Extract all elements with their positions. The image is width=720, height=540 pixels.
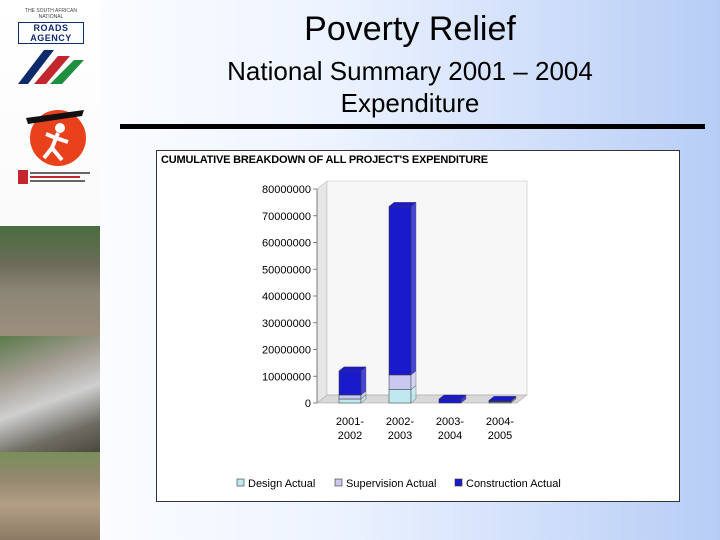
legend-swatch <box>236 478 245 487</box>
bar-segment <box>388 206 412 376</box>
bar-top-face <box>438 394 467 400</box>
bar-top-face <box>488 396 517 401</box>
y-tick-label: 20000000 <box>262 345 311 357</box>
road-photo-2 <box>0 452 100 540</box>
bar-chart: 0 10000000 20000000 30000000 40000000 5000000… <box>236 180 561 490</box>
sanral-logo: THE SOUTH AFRICAN NATIONAL ROADS AGENCY <box>14 8 88 84</box>
y-tick-label: 80000000 <box>262 184 311 196</box>
y-tick-label: 30000000 <box>262 318 311 330</box>
logo-small-text: THE SOUTH AFRICAN NATIONAL <box>25 8 77 20</box>
bar-segment <box>488 400 512 402</box>
logo-graphic-icon <box>18 50 84 84</box>
bar-segment-side <box>410 201 417 376</box>
divider <box>120 124 705 129</box>
legend-swatch <box>334 478 343 487</box>
road-photo-1 <box>0 226 100 336</box>
partner-logos <box>18 170 98 185</box>
bar-segment <box>338 370 362 396</box>
bar-top-face <box>388 202 417 207</box>
y-tick-label: 50000000 <box>262 264 311 276</box>
x-tick-label: 2005 <box>488 430 512 442</box>
bar-top-face <box>338 366 367 372</box>
bar-segment <box>388 374 412 390</box>
y-tick-label: 70000000 <box>262 211 311 223</box>
culvert-photo <box>0 336 100 452</box>
x-tick-label: 2002- <box>386 416 414 428</box>
legend-label: Design Actual <box>248 478 315 490</box>
bar-segment <box>338 398 362 404</box>
sidebar: THE SOUTH AFRICAN NATIONAL ROADS AGENCY <box>0 0 100 540</box>
y-tick-label: 0 <box>305 398 311 410</box>
x-tick-label: 2004 <box>438 430 462 442</box>
legend-label: Construction Actual <box>466 478 561 490</box>
chart-back-wall <box>326 180 528 396</box>
bar-segment <box>438 398 462 404</box>
y-tick-label: 40000000 <box>262 291 311 303</box>
x-tick-label: 2003 <box>388 430 412 442</box>
chart-title: CUMULATIVE BREAKDOWN OF ALL PROJECT'S EX… <box>161 154 488 166</box>
y-tick-label: 10000000 <box>262 371 311 383</box>
chart-side-wall <box>316 180 328 404</box>
subtitle-line2: Expenditure <box>340 88 480 118</box>
bar-segment <box>388 389 412 404</box>
x-tick-label: 2003- <box>436 416 464 428</box>
chart-panel: CUMULATIVE BREAKDOWN OF ALL PROJECT'S EX… <box>156 150 680 502</box>
page-title: Poverty Relief <box>304 10 516 48</box>
legend-swatch <box>454 478 463 487</box>
x-tick-label: 2002 <box>338 430 362 442</box>
subtitle-line1: National Summary 2001 – 2004 <box>227 56 593 86</box>
logo-name: ROADS AGENCY <box>18 22 84 44</box>
bar-segment <box>338 394 362 400</box>
x-tick-label: 2004- <box>486 416 514 428</box>
legend-label: Supervision Actual <box>346 478 437 490</box>
x-tick-label: 2001- <box>336 416 364 428</box>
runner-logo-icon <box>26 110 86 166</box>
y-tick-label: 60000000 <box>262 238 311 250</box>
bar-segment-side <box>360 366 367 396</box>
